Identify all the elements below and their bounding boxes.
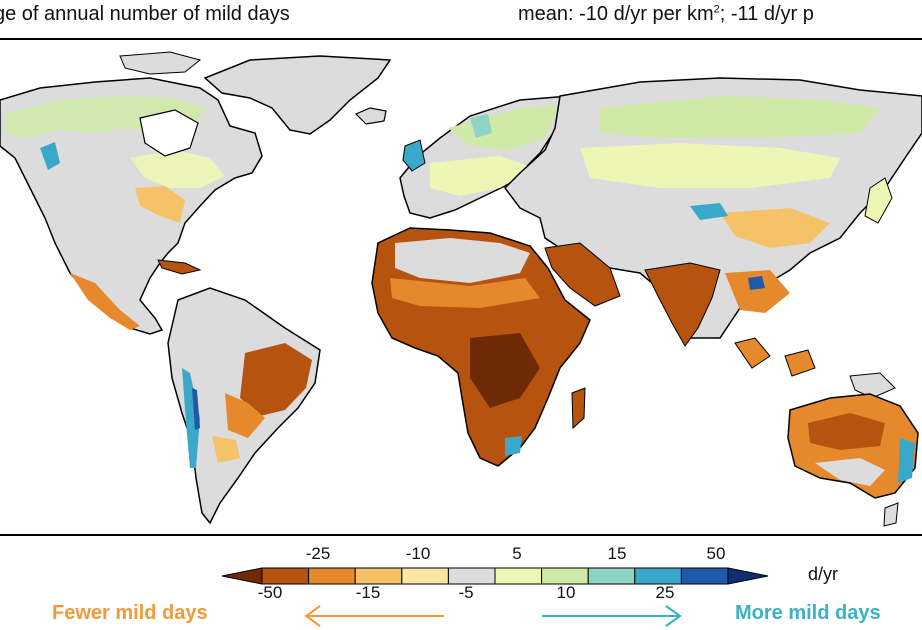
colorbar-cell [587,567,636,585]
map-title: ge of annual number of mild days [0,3,290,25]
colorbar-cell [727,567,769,585]
sahel-orange [390,278,540,308]
colorbar-cell [447,567,496,585]
colorbar-cell [221,567,263,585]
australia-south-gray [815,458,885,486]
scandinavia-blue [470,114,492,138]
greenland [203,55,392,135]
brazil-dark [240,343,312,416]
fewer-mild-days-label: Fewer mild days [52,602,208,624]
madagascar [571,387,586,430]
new-guinea [849,372,896,399]
europe-green [448,106,560,150]
colorbar-top-label: -10 [405,544,431,563]
colorbar-bottom-label: -5 [458,583,474,602]
indonesia [734,337,816,377]
sahara-gray [395,238,530,283]
colorbar-top-label: 50 [706,544,726,563]
mexico-orange [70,273,140,330]
australia-east-blue [898,438,915,483]
colorbar-bottom-label: -50 [257,583,283,602]
colorbar-bottom-label: -15 [355,583,381,602]
india [644,262,721,347]
more-mild-days-label: More mild days [735,602,881,624]
north-america-blue [40,142,60,170]
arabia [544,242,621,307]
colorbar-cell [541,567,589,585]
south-america-light [212,436,240,463]
colorbar-cells [221,567,769,585]
australia-inner [808,413,885,450]
colorbar-top-label: 15 [607,544,627,563]
colorbar-cell [308,567,356,585]
southeast-asia [725,270,790,313]
north-america-yellow [130,150,225,188]
tibet-blue [690,203,728,220]
iceland [354,107,387,125]
new-zealand [883,502,899,527]
east-china-blue [748,276,765,290]
north-america-orange [135,186,185,223]
colorbar-unit: d/yr [808,564,839,584]
colorbar-bottom-label: 10 [556,583,576,602]
colorbar-cell [354,567,403,585]
map-header: ge of annual number of mild days mean: -… [0,0,922,34]
colorbar-cell [261,567,310,585]
central-asia-yellow [580,143,840,188]
colorbar-svg [221,567,769,585]
colorbar-cell [680,567,729,585]
colorbar-cell [634,567,682,585]
andes-darkblue [192,388,200,430]
south-africa-blue [505,436,522,456]
mean-statistic: mean: -10 d/yr per km2; -11 d/yr p [518,3,814,26]
europe-yellow [430,156,535,196]
japan [864,177,893,224]
colorbar-top-label: 5 [512,544,522,563]
hudson-bay [139,109,199,157]
andes-blue [182,368,200,468]
arctic-islands [119,51,202,75]
caribbean [157,259,202,275]
colorbar-cell [494,567,543,585]
mean-superscript: 2 [713,3,720,16]
china-yellow [720,208,830,248]
mean-prefix: mean: -10 d/yr per km [518,3,714,25]
left-arrow-icon [304,605,444,627]
world-map-svg [0,38,922,536]
colorbar-bottom-label: 25 [655,583,675,602]
colorbar-cell [401,567,449,585]
colorbar-top-label: -25 [305,544,331,563]
central-africa-dark [470,333,540,408]
mean-suffix: ; -11 d/yr p [719,3,814,25]
brazil-orange [225,393,265,438]
right-arrow-icon [542,605,682,627]
north-america [0,77,263,335]
world-map [0,38,922,536]
colorbar: -25 -10 5 15 50 -50 -15 -5 10 25 d/yr Fe… [0,540,922,630]
uk-ireland [402,139,426,172]
siberia-green [600,96,880,138]
